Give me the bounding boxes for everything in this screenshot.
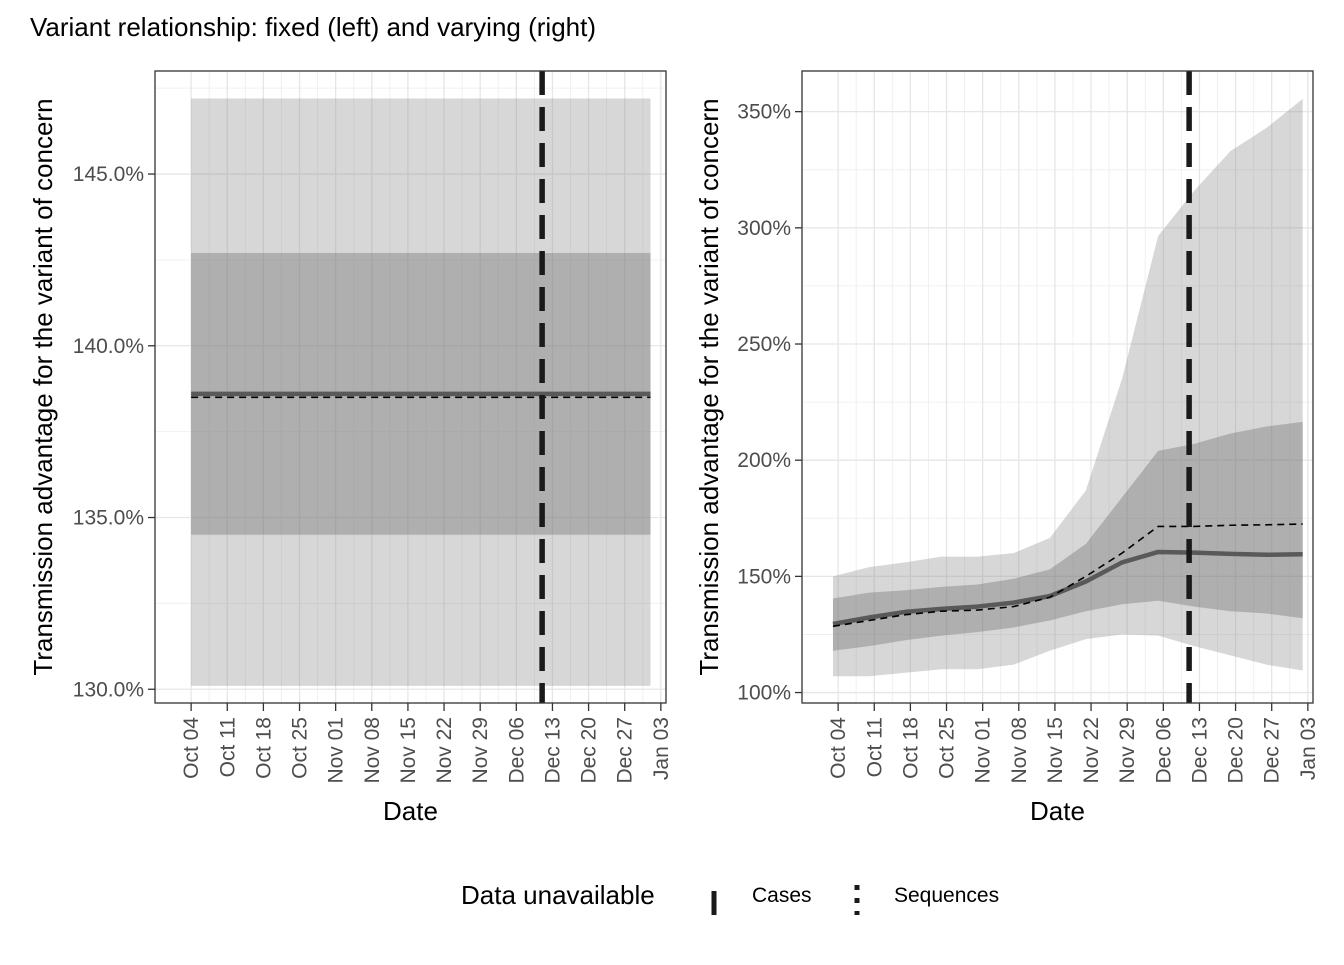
x-tick-label: Oct 18 <box>899 717 922 779</box>
y-tick-label: 350% <box>737 101 791 124</box>
y-tick-label: 250% <box>737 333 791 356</box>
x-tick-label: Nov 08 <box>361 717 384 784</box>
panel-fixed: Oct 04 Oct 11 Oct 18 Oct 25 Nov 01 Nov 08 Nov … <box>28 70 673 826</box>
x-tick-label: Dec 13 <box>541 717 564 784</box>
x-tick-label: Nov 22 <box>1080 717 1103 784</box>
x-tick-label: Dec 27 <box>614 717 637 784</box>
x-tick-label: Nov 01 <box>972 717 995 784</box>
x-tick-label: Oct 18 <box>252 717 275 779</box>
legend: Data unavailable Cases Sequences <box>461 880 999 915</box>
y-axis-title: Transmission advantage for the variant o… <box>28 98 58 675</box>
ribbon-50-interval <box>832 421 1303 651</box>
x-tick-label: Oct 11 <box>216 717 239 777</box>
x-tick-label: Nov 22 <box>433 717 456 784</box>
y-tick-label: 130.0% <box>73 678 144 701</box>
x-tick-label: Jan 03 <box>650 717 673 780</box>
x-tick-label: Nov 15 <box>397 717 420 784</box>
y-tick-label: 145.0% <box>73 163 144 186</box>
legend-sequences-label: Sequences <box>894 884 999 907</box>
y-tick-label: 300% <box>737 217 791 240</box>
y-tick-label: 140.0% <box>73 335 144 358</box>
y-tick-label: 100% <box>737 682 791 705</box>
median-line-dashed <box>832 523 1303 628</box>
x-tick-label: Nov 15 <box>1044 717 1067 784</box>
x-tick-label: Jan 03 <box>1297 717 1320 780</box>
x-tick-label: Dec 20 <box>1225 717 1248 784</box>
x-tick-label: Nov 29 <box>469 717 492 784</box>
y-tick-label: 135.0% <box>73 507 144 530</box>
x-tick-label: Oct 04 <box>827 717 850 779</box>
legend-title: Data unavailable <box>461 880 655 910</box>
x-tick-label: Dec 27 <box>1261 717 1284 784</box>
y-tick-label: 150% <box>737 565 791 588</box>
legend-cases-label: Cases <box>752 884 812 907</box>
y-tick-label: 200% <box>737 449 791 472</box>
x-tick-label: Dec 06 <box>505 717 528 784</box>
panel-varying: Oct 04 Oct 11 Oct 18 Oct 25 Nov 01 Nov 08 Nov … <box>694 70 1320 826</box>
y-axis-title: Transmission advantage for the variant o… <box>694 98 724 675</box>
panel-border <box>154 70 667 704</box>
panel-border <box>801 70 1314 704</box>
x-tick-label: Nov 29 <box>1116 717 1139 784</box>
x-tick-label: Nov 01 <box>325 717 348 784</box>
x-tick-label: Oct 25 <box>289 717 312 779</box>
plot-title: Variant relationship: fixed (left) and v… <box>30 12 596 42</box>
median-line <box>832 549 1303 627</box>
ribbon-90-interval <box>832 98 1303 677</box>
panel-background <box>802 71 1313 703</box>
x-axis-title: Date <box>1030 796 1085 826</box>
x-tick-label: Nov 08 <box>1008 717 1031 784</box>
x-tick-label: Dec 06 <box>1152 717 1175 784</box>
x-tick-label: Dec 13 <box>1188 717 1211 784</box>
x-tick-label: Dec 20 <box>578 717 601 784</box>
x-tick-label: Oct 25 <box>936 717 959 779</box>
x-axis-title: Date <box>383 796 438 826</box>
panel-background <box>155 71 666 703</box>
x-tick-label: Oct 04 <box>180 717 203 779</box>
x-tick-label: Oct 11 <box>863 717 886 777</box>
